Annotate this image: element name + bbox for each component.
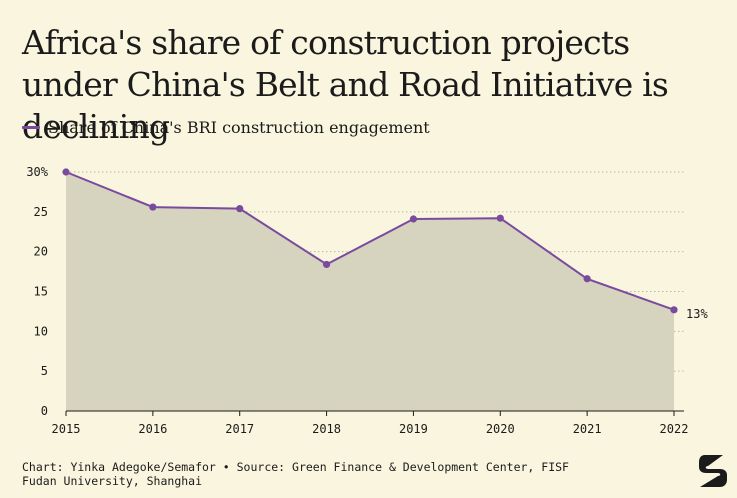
data-point xyxy=(583,275,591,283)
data-point xyxy=(409,215,418,223)
legend: Share of China's BRI construction engage… xyxy=(22,118,430,137)
data-point xyxy=(496,214,504,222)
credit-line-1: Chart: Yinka Adegoke/Semafor • Source: G… xyxy=(22,460,569,474)
y-axis: 30% 25 20 15 10 5 0 xyxy=(26,165,48,418)
y-tick-label: 5 xyxy=(41,364,48,378)
y-tick-label: 25 xyxy=(34,205,48,219)
y-tick-label: 15 xyxy=(34,285,48,299)
y-tick-label: 20 xyxy=(34,245,48,259)
semafor-logo-icon xyxy=(699,455,727,487)
y-tick-label: 10 xyxy=(34,324,48,338)
legend-label: Share of China's BRI construction engage… xyxy=(48,118,430,137)
x-tick-label: 2021 xyxy=(573,422,602,436)
legend-swatch xyxy=(22,126,40,129)
y-tick-label: 0 xyxy=(41,404,48,418)
x-tick-label: 2015 xyxy=(52,422,81,436)
chart-title: Africa's share of construction projects … xyxy=(22,23,669,146)
data-point xyxy=(322,260,331,269)
x-axis: 2015 2016 2017 2018 2019 2020 2021 2022 xyxy=(52,410,689,436)
x-tick-label: 2020 xyxy=(486,422,515,436)
y-tick-label: 30% xyxy=(26,165,48,179)
x-tick-label: 2017 xyxy=(225,422,254,436)
annotations: 13% xyxy=(686,307,708,321)
x-tick-label: 2018 xyxy=(312,422,341,436)
data-point xyxy=(670,306,678,314)
data-points xyxy=(62,168,678,314)
source-credit: Chart: Yinka Adegoke/Semafor • Source: G… xyxy=(22,460,702,488)
data-label: 13% xyxy=(686,307,708,321)
area-fill xyxy=(66,172,674,411)
x-tick-label: 2022 xyxy=(660,422,689,436)
x-tick-label: 2016 xyxy=(138,422,167,436)
credit-line-2: Fudan University, Shanghai xyxy=(22,474,203,488)
data-point xyxy=(62,168,70,176)
series-line xyxy=(65,171,675,311)
x-tick-label: 2019 xyxy=(399,422,428,436)
data-point xyxy=(236,205,244,213)
data-point xyxy=(149,203,157,211)
